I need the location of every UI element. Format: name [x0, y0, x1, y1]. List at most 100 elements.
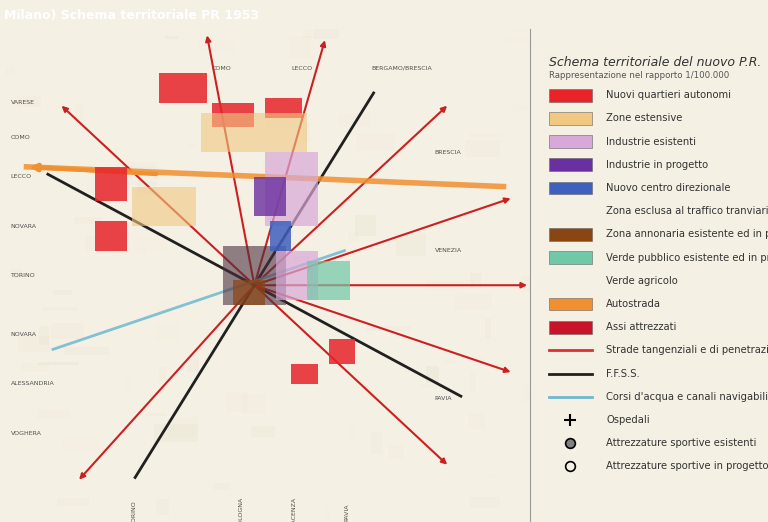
Text: Verde agricolo: Verde agricolo [606, 276, 678, 286]
Bar [5, 67, 15, 75]
Text: PAVIA: PAVIA [344, 503, 349, 521]
Bar [137, 183, 156, 195]
Text: Industrie esistenti: Industrie esistenti [606, 137, 696, 147]
Text: Ospedali: Ospedali [606, 415, 650, 425]
Bar [160, 367, 167, 382]
Bar [157, 300, 174, 315]
Bar [263, 159, 283, 180]
Text: Zona annonaria esistente ed in progetto: Zona annonaria esistente ed in progetto [606, 229, 768, 240]
Text: F.F.S.S.: F.F.S.S. [606, 369, 640, 378]
Bar [470, 497, 500, 508]
Bar [294, 256, 310, 260]
Bar [125, 379, 132, 396]
Bar [388, 445, 404, 459]
Bar [274, 181, 297, 198]
Bar [145, 413, 167, 416]
Bar [114, 211, 124, 215]
Bar [289, 36, 311, 57]
Bar [187, 359, 199, 372]
Bar [132, 186, 196, 226]
Bar [189, 144, 194, 148]
Bar [549, 182, 592, 195]
Text: BOLOGNA: BOLOGNA [238, 496, 243, 522]
Text: Strade tangenziali e di penetrazione: Strade tangenziali e di penetrazione [606, 346, 768, 355]
Text: VOGHERA: VOGHERA [11, 431, 41, 436]
Text: LECCO: LECCO [11, 174, 31, 179]
Bar [198, 39, 235, 53]
Bar [201, 113, 307, 152]
Bar [303, 121, 310, 143]
Bar [356, 133, 396, 151]
Text: PAVIA: PAVIA [435, 396, 452, 401]
Text: ALESSANDRIA: ALESSANDRIA [11, 382, 55, 386]
Bar [212, 103, 254, 127]
Bar [155, 323, 180, 341]
Bar [17, 96, 41, 106]
Bar [485, 318, 491, 339]
Text: Zona esclusa al traffico tranviario: Zona esclusa al traffico tranviario [606, 206, 768, 216]
Bar [168, 418, 197, 438]
Text: Schema territoriale del nuovo P.R.: Schema territoriale del nuovo P.R. [549, 56, 761, 69]
Bar [329, 339, 355, 364]
Bar [442, 361, 456, 364]
Bar [265, 98, 302, 117]
Bar [266, 231, 293, 238]
Bar [470, 133, 502, 137]
Bar [265, 152, 318, 226]
Bar [57, 498, 89, 506]
Bar [156, 499, 169, 515]
Text: NOVARA: NOVARA [11, 332, 37, 337]
Text: TORINO: TORINO [11, 273, 35, 278]
Bar [355, 215, 376, 235]
Bar [549, 321, 592, 334]
Bar [254, 177, 286, 216]
Bar [521, 276, 563, 292]
Text: Nuovi quartieri autonomi: Nuovi quartieri autonomi [606, 90, 731, 100]
Bar [549, 159, 592, 171]
Bar [465, 140, 500, 157]
Bar [307, 260, 349, 300]
Text: COMO: COMO [11, 135, 31, 140]
Bar [117, 162, 157, 171]
Bar [226, 392, 248, 412]
Text: Attrezzature sportive in progetto: Attrezzature sportive in progetto [606, 461, 768, 471]
Bar [324, 506, 330, 518]
Bar [396, 234, 426, 256]
Bar [111, 248, 146, 255]
Text: Attrezzature sportive esistenti: Attrezzature sportive esistenti [606, 438, 756, 448]
Text: Zone estensive: Zone estensive [606, 113, 683, 124]
Text: Verde pubblico esistente ed in progetto: Verde pubblico esistente ed in progetto [606, 253, 768, 263]
Bar [251, 426, 275, 436]
Bar [62, 437, 100, 452]
Text: Autostrada: Autostrada [606, 299, 661, 309]
Bar [470, 372, 476, 393]
Bar [165, 36, 177, 39]
Text: Milano) Schema territoriale PR 1953: Milano) Schema territoriale PR 1953 [4, 9, 259, 22]
Text: Corsi d'acqua e canali navigabili: Corsi d'acqua e canali navigabili [606, 392, 768, 402]
Bar [21, 363, 48, 372]
Text: Nuovo centro direzionale: Nuovo centro direzionale [606, 183, 730, 193]
Bar [549, 112, 592, 125]
Bar [64, 347, 109, 355]
Bar [522, 385, 556, 402]
Bar [18, 336, 50, 352]
Bar [349, 426, 357, 442]
Bar [223, 246, 286, 305]
Bar [53, 290, 72, 295]
Text: LECCO: LECCO [292, 66, 313, 70]
Bar [276, 251, 318, 300]
Bar [247, 240, 264, 254]
Text: Industrie in progetto: Industrie in progetto [606, 160, 708, 170]
Bar [549, 251, 592, 264]
Bar [38, 409, 71, 419]
Bar [303, 30, 312, 39]
Bar [154, 424, 198, 443]
Bar [455, 293, 492, 311]
Bar [270, 221, 291, 251]
Bar [475, 358, 485, 365]
Bar [337, 113, 371, 127]
Bar [371, 432, 382, 454]
Text: COMO: COMO [212, 66, 232, 70]
Bar [366, 326, 411, 331]
Bar [127, 166, 159, 185]
